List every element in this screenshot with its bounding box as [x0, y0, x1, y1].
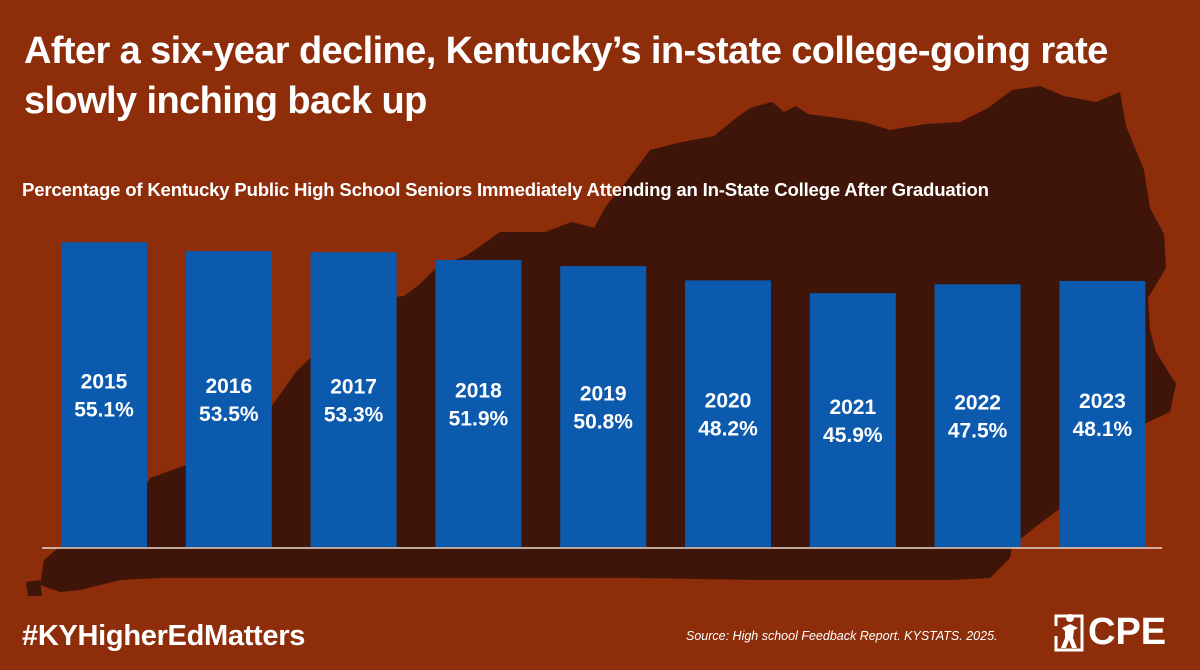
bar-year-label: 2018	[455, 380, 502, 403]
bar-year-label: 2023	[1079, 390, 1126, 413]
cpe-figure-icon	[1052, 614, 1084, 652]
bar-value-label: 53.5%	[199, 403, 259, 426]
bar-value-label: 45.9%	[823, 424, 883, 447]
bar-year-label: 2016	[205, 375, 252, 398]
bar-2021	[809, 293, 896, 547]
chart-subtitle: Percentage of Kentucky Public High Schoo…	[22, 179, 989, 200]
bar-2017	[310, 252, 397, 547]
bar-2020	[685, 280, 771, 547]
bar-value-label: 51.9%	[449, 408, 509, 431]
bar-value-label: 53.3%	[324, 404, 384, 427]
bar-2016	[185, 251, 272, 547]
bar-2023	[1059, 281, 1146, 547]
bar-2015	[61, 242, 147, 548]
hashtag: #KYHigherEdMatters	[22, 620, 306, 652]
bar-value-label: 50.8%	[573, 411, 633, 434]
page-title: After a six-year decline, Kentucky’s in-…	[24, 30, 1108, 122]
bar-2019	[560, 266, 647, 547]
bar-2018	[435, 260, 522, 547]
bar-year-label: 2021	[829, 396, 876, 419]
bar-year-label: 2017	[330, 376, 377, 399]
bar-year-label: 2022	[954, 392, 1001, 415]
bar-2022	[934, 284, 1021, 547]
bar-value-label: 47.5%	[948, 420, 1008, 443]
cpe-logo: CPE	[1052, 608, 1184, 656]
cpe-logo-text: CPE	[1088, 611, 1167, 653]
bar-value-label: 48.1%	[1073, 418, 1133, 441]
bar-year-label: 2020	[705, 390, 752, 413]
bar-year-label: 2019	[580, 383, 627, 406]
bar-value-label: 48.2%	[698, 418, 758, 441]
source-note: Source: High school Feedback Report. KYS…	[686, 629, 998, 643]
bar-year-label: 2015	[81, 371, 128, 394]
bar-value-label: 55.1%	[74, 399, 134, 422]
